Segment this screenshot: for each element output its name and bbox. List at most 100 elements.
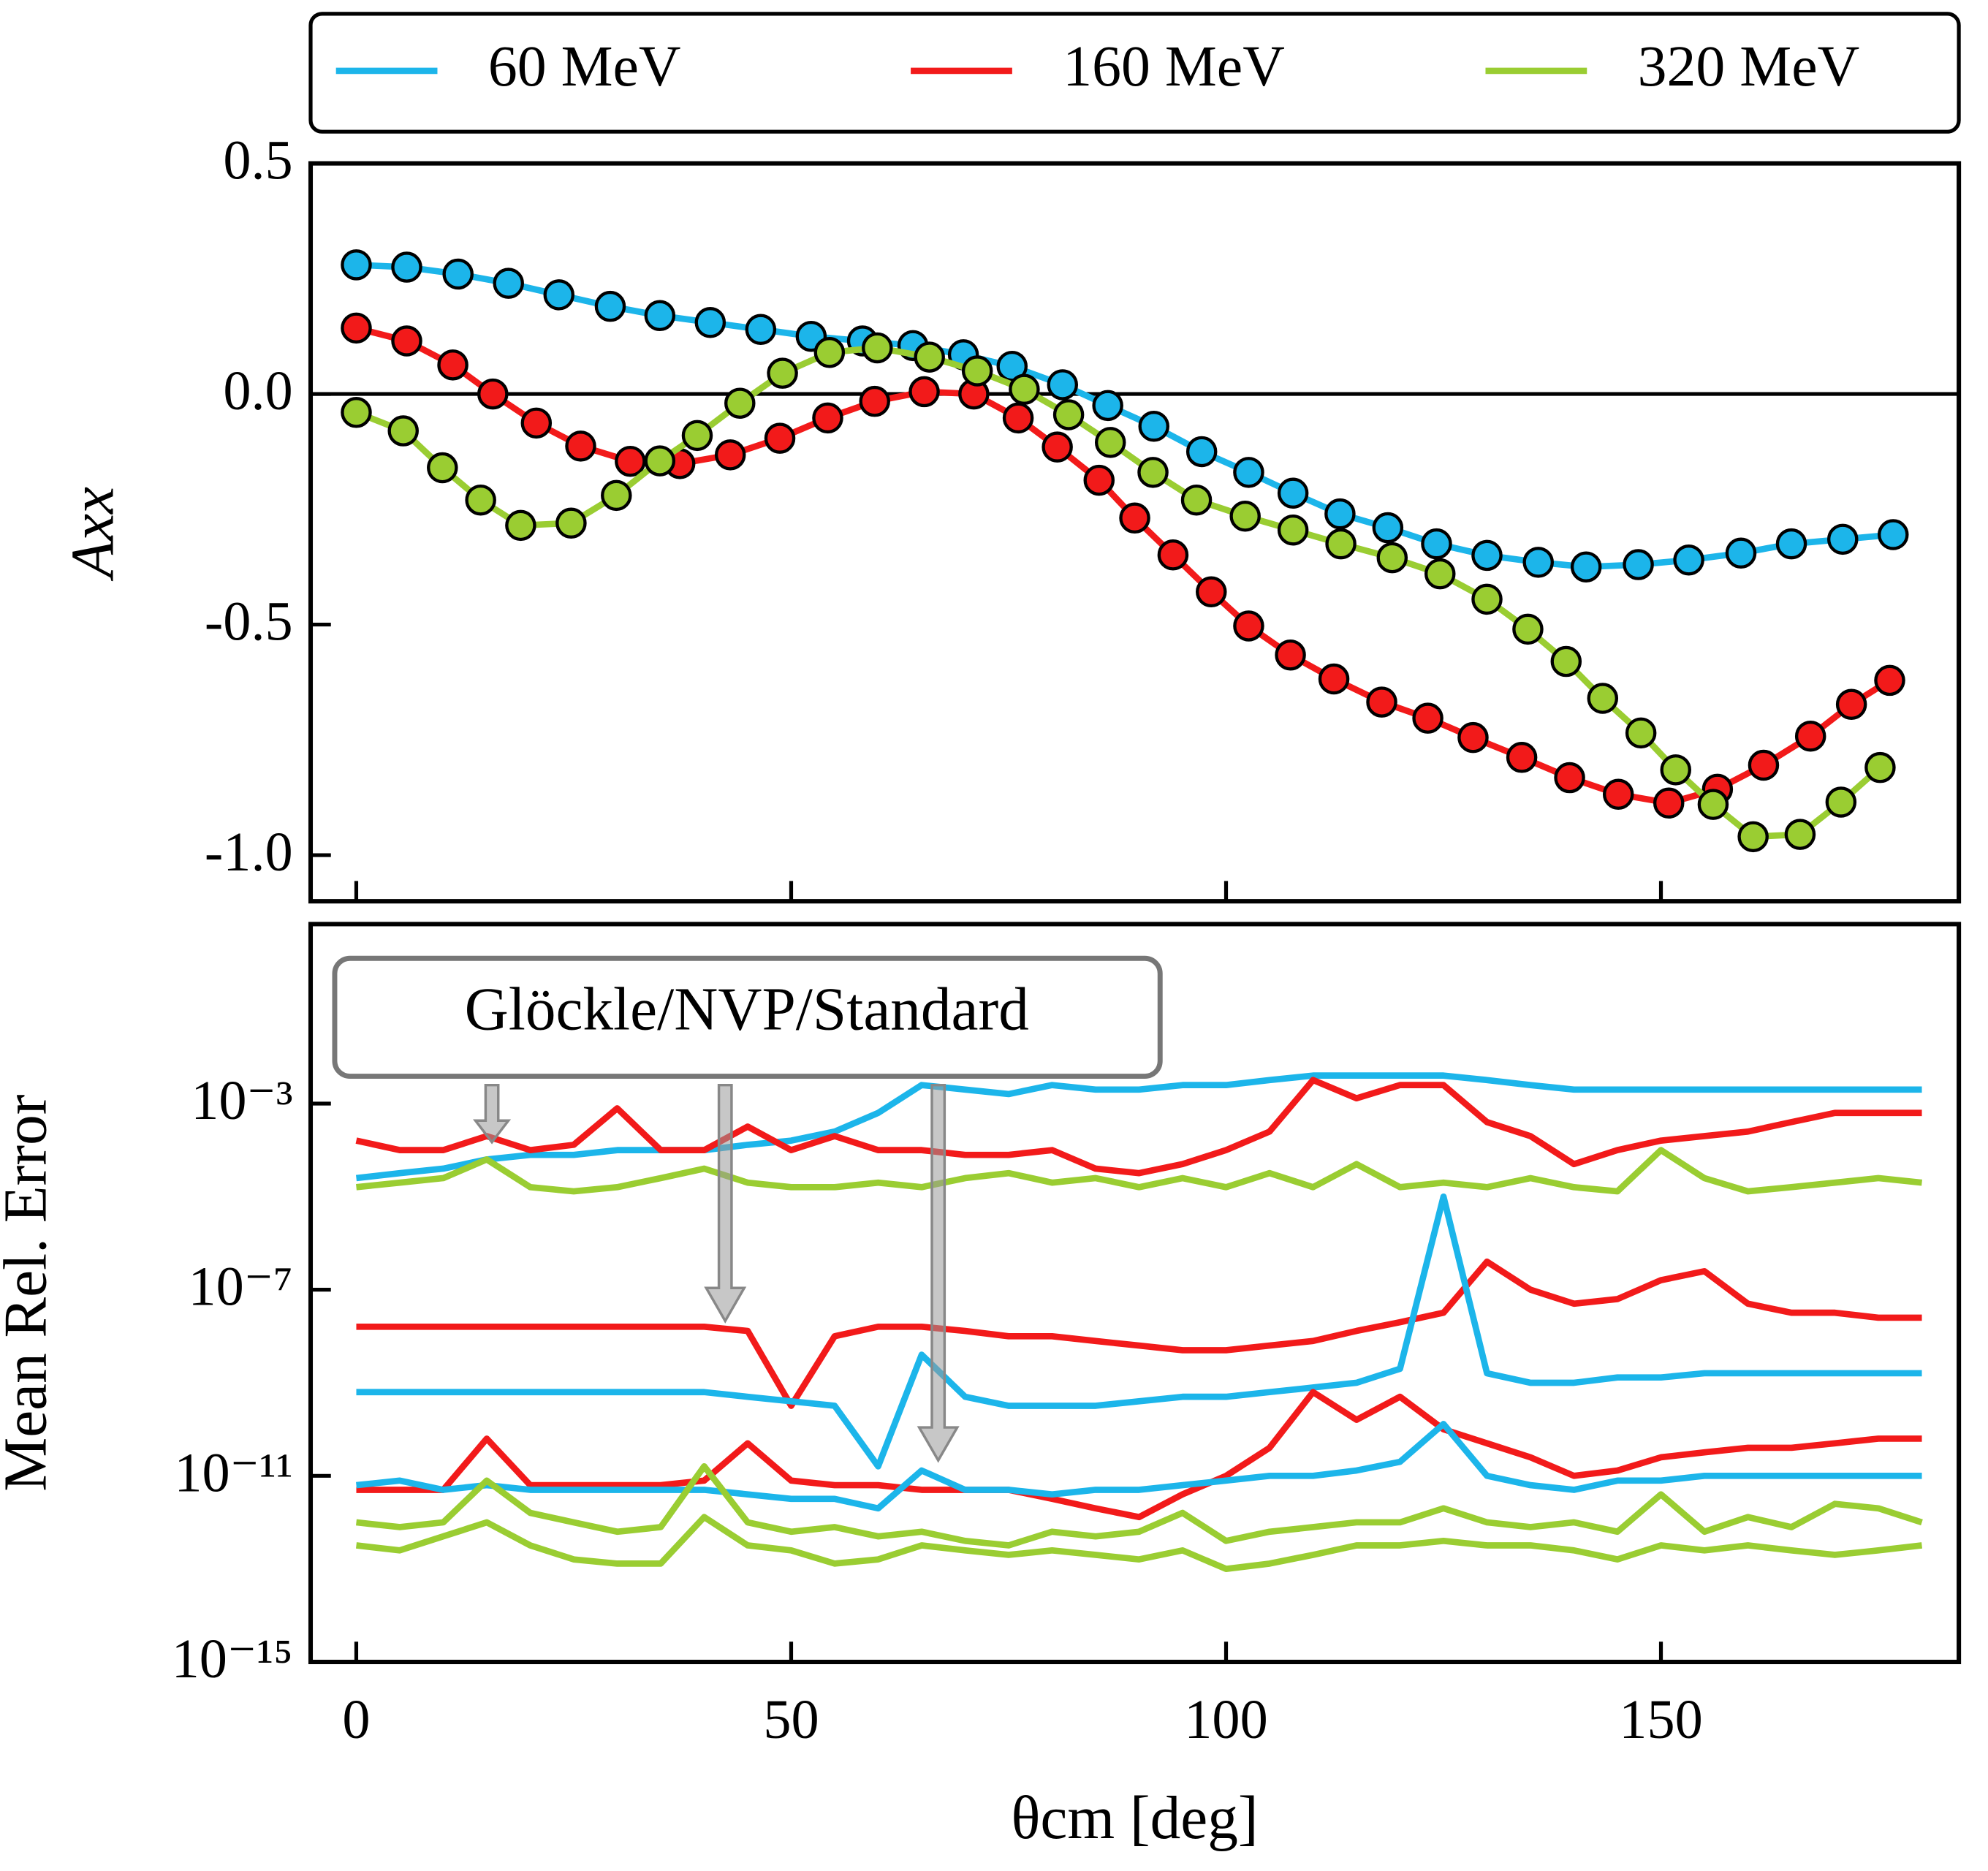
marker (1864, 751, 1896, 783)
marker (1047, 369, 1079, 401)
legend-label: 160 MeV (1063, 34, 1285, 99)
marker (387, 415, 419, 447)
marker (1457, 721, 1489, 754)
marker (961, 355, 993, 387)
marker (1318, 663, 1350, 695)
arrow (917, 1083, 960, 1463)
marker (391, 325, 422, 357)
marker (1233, 610, 1264, 642)
marker (812, 402, 843, 434)
annotation-text: Glöckle/NVP/Standard (465, 976, 1029, 1043)
marker (1094, 427, 1126, 458)
marker (1277, 514, 1309, 546)
marker (1673, 544, 1704, 576)
marker (1512, 613, 1544, 645)
series-line (355, 1514, 1923, 1572)
legend-box (308, 12, 1961, 134)
marker (520, 407, 553, 439)
plot-area (355, 1072, 1923, 1572)
series-line (356, 1258, 1922, 1409)
marker (862, 332, 893, 364)
y-tick-label: 0.0 (223, 360, 292, 422)
x-tick-label: 150 (1619, 1688, 1702, 1750)
marker (1794, 721, 1826, 752)
marker (1587, 683, 1619, 714)
marker (1412, 702, 1443, 734)
marker (1185, 436, 1218, 468)
plot-area (311, 249, 1959, 853)
legend-label: 60 MeV (488, 34, 681, 99)
marker (341, 397, 372, 428)
series-line (355, 1072, 1922, 1182)
marker (694, 307, 726, 338)
marker (442, 258, 474, 290)
marker (477, 378, 509, 410)
marker (1083, 464, 1115, 496)
marker (1157, 539, 1189, 571)
marker (745, 314, 777, 345)
marker (767, 357, 798, 389)
marker (1229, 501, 1261, 532)
series-line (356, 1389, 1922, 1521)
x-axis-label: θcm [deg] (1012, 1785, 1259, 1852)
marker (1878, 519, 1909, 550)
marker (465, 484, 496, 516)
marker (1372, 512, 1404, 544)
marker (1554, 762, 1585, 794)
marker (427, 452, 458, 484)
marker (1506, 742, 1538, 773)
marker (644, 445, 676, 477)
y-tick-label: 0.5 (223, 129, 292, 191)
marker (1550, 645, 1582, 678)
marker (1471, 583, 1503, 615)
marker (764, 422, 796, 454)
marker (1625, 717, 1657, 749)
marker (724, 387, 756, 419)
y-axis-label: Axx (59, 487, 126, 582)
marker (908, 376, 940, 408)
marker (1052, 399, 1085, 430)
marker (341, 312, 372, 344)
marker (1737, 821, 1769, 853)
marker (1002, 402, 1034, 434)
marker (555, 507, 587, 539)
series-line (355, 1077, 1922, 1177)
marker (1376, 542, 1408, 574)
marker (1725, 537, 1757, 569)
marker (1138, 410, 1169, 442)
marker (1324, 498, 1356, 530)
marker (1653, 787, 1685, 819)
y-tick-label: -1.0 (205, 821, 293, 883)
marker (493, 267, 524, 299)
marker (1009, 373, 1040, 406)
marker (1874, 664, 1905, 697)
marker (1137, 457, 1169, 488)
marker (1196, 576, 1227, 608)
marker (437, 349, 468, 381)
marker (714, 439, 746, 471)
arrow (472, 1083, 512, 1145)
marker (1424, 558, 1456, 590)
x-tick-label: 100 (1184, 1688, 1267, 1750)
series-line (356, 1147, 1922, 1195)
y-tick-label: 10⁻³ (191, 1069, 292, 1131)
marker (615, 445, 646, 477)
marker (813, 337, 846, 368)
marker (681, 420, 713, 452)
marker (1180, 484, 1213, 516)
marker (1275, 639, 1306, 671)
marker (1697, 789, 1729, 820)
y-tick-label: -0.5 (205, 591, 293, 653)
marker (1277, 477, 1309, 509)
marker (391, 251, 422, 283)
marker (1366, 686, 1397, 718)
y-axis-label: Mean Rel. Error (0, 1095, 59, 1492)
y-tick-label: 10⁻¹⁵ (172, 1628, 293, 1690)
marker (565, 430, 596, 462)
marker (1748, 749, 1780, 781)
marker (594, 290, 626, 322)
marker (543, 279, 575, 311)
axes-frame (308, 922, 1962, 1665)
